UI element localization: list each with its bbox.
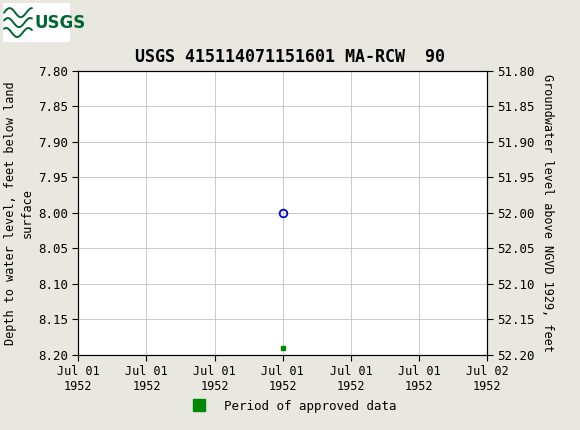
Bar — [3, 3, 70, 42]
Y-axis label: Groundwater level above NGVD 1929, feet: Groundwater level above NGVD 1929, feet — [541, 74, 554, 352]
Legend: Period of approved data: Period of approved data — [178, 395, 402, 418]
Text: USGS 415114071151601 MA-RCW  90: USGS 415114071151601 MA-RCW 90 — [135, 48, 445, 66]
Text: USGS: USGS — [35, 14, 86, 31]
Y-axis label: Depth to water level, feet below land
surface: Depth to water level, feet below land su… — [3, 81, 34, 345]
